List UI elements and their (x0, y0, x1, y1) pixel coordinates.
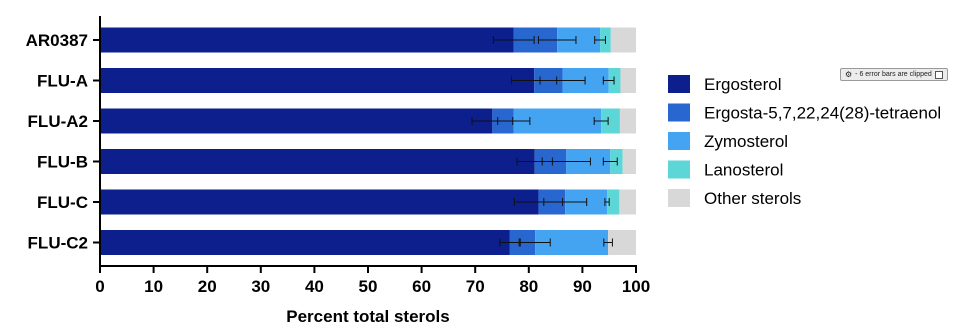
legend-swatch (668, 189, 690, 207)
x-tick-label: 70 (466, 277, 485, 296)
category-label: FLU-C (37, 193, 88, 212)
bar-segment (100, 27, 514, 53)
bar-segment (100, 189, 539, 215)
axes-layer (93, 16, 637, 273)
legend-swatch (668, 103, 690, 122)
bar-segment (601, 108, 620, 134)
x-tick-label: 100 (622, 277, 650, 296)
category-label: FLU-A (37, 72, 88, 91)
legend-label: Other sterols (704, 189, 801, 208)
x-tick-label: 40 (305, 277, 324, 296)
checkbox-icon[interactable] (934, 70, 943, 79)
legend: Ergosterol Ergosta-5,7,22,24(28)-tetraeno… (668, 75, 941, 208)
clipped-error-bars-text: - 6 error bars are clipped (855, 71, 932, 78)
legend-label: Ergosta-5,7,22,24(28)-tetraenol (704, 104, 941, 123)
gear-icon[interactable]: ⚙ (845, 70, 853, 79)
legend-label: Ergosterol (704, 75, 781, 94)
bars-layer (100, 27, 636, 255)
category-label: FLU-C2 (28, 234, 88, 253)
x-axis-title: Percent total sterols (286, 307, 449, 326)
category-label: AR0387 (26, 31, 88, 50)
x-tick-label: 60 (412, 277, 431, 296)
bar-segment (608, 68, 621, 93)
legend-label: Lanosterol (704, 161, 783, 180)
bar-segment (100, 68, 535, 93)
bar-segment (620, 68, 636, 93)
bar-segment (100, 149, 535, 174)
legend-swatch (668, 160, 690, 179)
x-tick-label: 50 (359, 277, 378, 296)
bar-segment (100, 230, 510, 255)
legend-swatch (668, 75, 690, 93)
labels-layer: AR0387 FLU-A FLU-A2 FLU-B FLU-C FLU-C2 0 10 20 30… (26, 31, 651, 296)
bar-segment (610, 27, 636, 53)
bar-segment (622, 149, 636, 174)
bar-segment (619, 189, 636, 215)
x-tick-label: 20 (198, 277, 217, 296)
bar-segment (100, 108, 493, 134)
legend-swatch (668, 132, 690, 150)
x-tick-label: 30 (251, 277, 270, 296)
legend-label: Zymosterol (704, 132, 788, 151)
bar-segment (619, 108, 636, 134)
category-label: FLU-B (37, 153, 88, 172)
x-tick-label: 0 (95, 277, 104, 296)
x-tick-label: 80 (519, 277, 538, 296)
clipped-error-bars-notice[interactable]: ⚙ - 6 error bars are clipped (840, 68, 948, 81)
category-label: FLU-A2 (28, 112, 88, 131)
error-bars-layer (471, 36, 618, 247)
x-tick-label: 10 (144, 277, 163, 296)
x-tick-label: 90 (573, 277, 592, 296)
bar-segment (607, 189, 620, 215)
